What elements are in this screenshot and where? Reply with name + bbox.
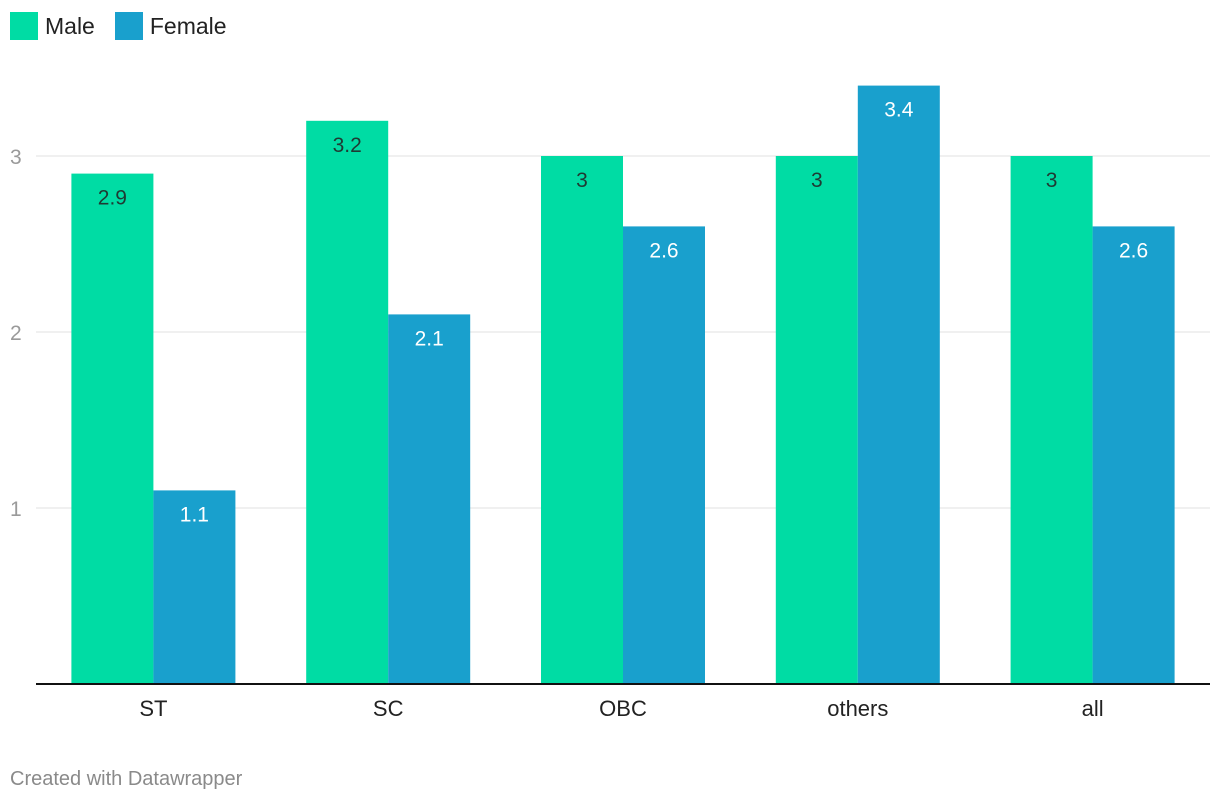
data-label: 1.1: [180, 503, 209, 526]
legend-label-female: Female: [149, 12, 227, 39]
legend-label-male: Male: [45, 12, 95, 39]
bar-male-obc: [541, 156, 623, 684]
data-label: 3: [576, 169, 588, 192]
legend-item-female: Female: [114, 12, 227, 40]
bar-male-others: [775, 156, 858, 684]
bar-male-sc: [306, 120, 389, 685]
data-label: 3.4: [884, 99, 914, 122]
legend-swatch-male: [10, 12, 38, 40]
x-tick-label: ST: [139, 696, 167, 721]
x-tick-label: others: [827, 696, 888, 721]
x-tick-label: all: [1082, 696, 1104, 721]
y-tick-label: 1: [10, 498, 22, 521]
legend-item-male: Male: [10, 12, 95, 40]
data-label: 3.2: [333, 134, 362, 157]
bar-female-obc: [623, 226, 705, 684]
legend-swatch-female: [114, 12, 143, 40]
footer-credit: Created with Datawrapper: [10, 768, 243, 790]
x-tick-label: OBC: [599, 696, 647, 721]
y-tick-label: 2: [10, 322, 22, 345]
data-label: 3: [811, 169, 823, 192]
bar-male-st: [71, 173, 154, 684]
data-label: 2.6: [1119, 239, 1148, 262]
data-label: 2.6: [649, 239, 678, 262]
x-tick-label: SC: [373, 696, 404, 721]
bar-female-sc: [388, 314, 471, 684]
bar-female-all: [1092, 226, 1175, 684]
legend: Male Female: [10, 12, 227, 40]
bar-chart: 1 2 3 2.9 1.1 ST 3.2 2.1 SC 3 2.6 OBC 3 3.4 others 3 2.6…: [10, 85, 1210, 721]
bar-female-others: [857, 85, 940, 685]
bar-female-st: [153, 490, 236, 684]
data-label: 3: [1046, 169, 1058, 192]
bar-male-all: [1010, 156, 1093, 684]
data-label: 2.9: [98, 187, 127, 210]
data-label: 2.1: [415, 327, 444, 350]
y-tick-label: 3: [10, 146, 22, 169]
